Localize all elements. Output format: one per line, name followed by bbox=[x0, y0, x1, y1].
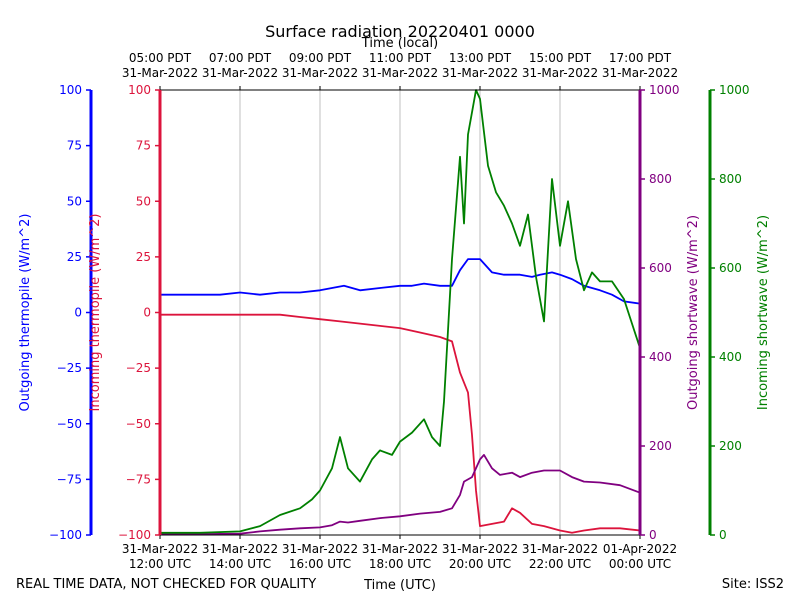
x-tick-label-date: 31-Mar-2022 bbox=[202, 542, 278, 556]
y-axis-label-outgoing-shortwave: Outgoing shortwave (W/m^2) bbox=[686, 215, 701, 410]
y-tick-label: 0 bbox=[719, 528, 727, 542]
y-tick-label: −50 bbox=[126, 417, 151, 431]
y-tick-label: 400 bbox=[649, 350, 672, 364]
x-tick-label-time: 20:00 UTC bbox=[449, 557, 511, 571]
y-axis-label-outgoing-thermopile: Outgoing thermopile (W/m^2) bbox=[18, 214, 33, 412]
chart-title: Surface radiation 20220401 0000 bbox=[265, 22, 535, 41]
y-tick-label: −75 bbox=[57, 472, 82, 486]
top-tick-label-time: 15:00 PDT bbox=[529, 51, 592, 65]
y-tick-label: 1000 bbox=[719, 83, 750, 97]
x-tick-label-date: 31-Mar-2022 bbox=[362, 542, 438, 556]
y-tick-label: 800 bbox=[719, 172, 742, 186]
y-tick-label: 25 bbox=[136, 250, 151, 264]
top-tick-label-time: 09:00 PDT bbox=[289, 51, 352, 65]
y-tick-label: 0 bbox=[649, 528, 657, 542]
footer-site-label: Site: ISS2 bbox=[722, 577, 784, 592]
y-tick-label: 50 bbox=[67, 194, 82, 208]
y-tick-label: −100 bbox=[118, 528, 151, 542]
series-line-outgoing-shortwave bbox=[160, 454, 641, 535]
x-tick-label-time: 12:00 UTC bbox=[129, 557, 191, 571]
top-axis-label: Time (local) bbox=[361, 36, 438, 51]
top-tick-label-date: 31-Mar-2022 bbox=[442, 66, 518, 80]
y-tick-label: 100 bbox=[128, 83, 151, 97]
y-tick-label: 600 bbox=[649, 261, 672, 275]
top-tick-label-date: 31-Mar-2022 bbox=[122, 66, 198, 80]
top-tick-label-date: 31-Mar-2022 bbox=[282, 66, 358, 80]
y-tick-label: −75 bbox=[126, 472, 151, 486]
y-tick-label: 200 bbox=[649, 439, 672, 453]
y-tick-label: 100 bbox=[59, 83, 82, 97]
y-tick-label: 0 bbox=[74, 306, 82, 320]
top-tick-label-time: 17:00 PDT bbox=[609, 51, 672, 65]
x-tick-label-time: 22:00 UTC bbox=[529, 557, 591, 571]
x-tick-label-time: 18:00 UTC bbox=[369, 557, 431, 571]
x-tick-label-date: 01-Apr-2022 bbox=[603, 542, 677, 556]
y-tick-label: −50 bbox=[57, 417, 82, 431]
top-tick-label-date: 31-Mar-2022 bbox=[362, 66, 438, 80]
top-tick-label-time: 13:00 PDT bbox=[449, 51, 512, 65]
top-tick-label-date: 31-Mar-2022 bbox=[202, 66, 278, 80]
y-tick-label: 25 bbox=[67, 250, 82, 264]
series-lines bbox=[160, 89, 641, 535]
y-tick-label: 600 bbox=[719, 261, 742, 275]
x-tick-label-date: 31-Mar-2022 bbox=[522, 542, 598, 556]
grid-lines bbox=[239, 90, 561, 535]
series-line-incoming-thermopile bbox=[160, 313, 641, 534]
y-axis-label-incoming-shortwave: Incoming shortwave (W/m^2) bbox=[756, 215, 771, 410]
y-tick-label: 0 bbox=[143, 306, 151, 320]
x-axis-label: Time (UTC) bbox=[363, 578, 436, 593]
y-axis-label-incoming-thermopile: Incoming thermopile (W/m^2) bbox=[88, 214, 103, 412]
x-tick-label-date: 31-Mar-2022 bbox=[122, 542, 198, 556]
top-tick-label-time: 11:00 PDT bbox=[369, 51, 432, 65]
series-line-incoming-shortwave bbox=[160, 89, 641, 534]
y-tick-label: −25 bbox=[57, 361, 82, 375]
y-tick-label: 200 bbox=[719, 439, 742, 453]
footer-quality-note: REAL TIME DATA, NOT CHECKED FOR QUALITY bbox=[16, 577, 316, 592]
y-tick-label: 75 bbox=[136, 139, 151, 153]
x-tick-label-time: 16:00 UTC bbox=[289, 557, 351, 571]
y-tick-label: −100 bbox=[49, 528, 82, 542]
y-tick-label: 50 bbox=[136, 194, 151, 208]
y-tick-label: 800 bbox=[649, 172, 672, 186]
y-tick-label: −25 bbox=[126, 361, 151, 375]
y-tick-label: 1000 bbox=[649, 83, 680, 97]
top-tick-label-date: 31-Mar-2022 bbox=[522, 66, 598, 80]
top-tick-label-date: 31-Mar-2022 bbox=[602, 66, 678, 80]
x-tick-label-date: 31-Mar-2022 bbox=[282, 542, 358, 556]
x-tick-label-time: 00:00 UTC bbox=[609, 557, 671, 571]
series-line-outgoing-thermopile bbox=[160, 258, 641, 305]
x-tick-label-date: 31-Mar-2022 bbox=[442, 542, 518, 556]
top-tick-label-time: 05:00 PDT bbox=[129, 51, 192, 65]
y-tick-label: 400 bbox=[719, 350, 742, 364]
y-tick-label: 75 bbox=[67, 139, 82, 153]
top-tick-label-time: 07:00 PDT bbox=[209, 51, 272, 65]
x-tick-label-time: 14:00 UTC bbox=[209, 557, 271, 571]
